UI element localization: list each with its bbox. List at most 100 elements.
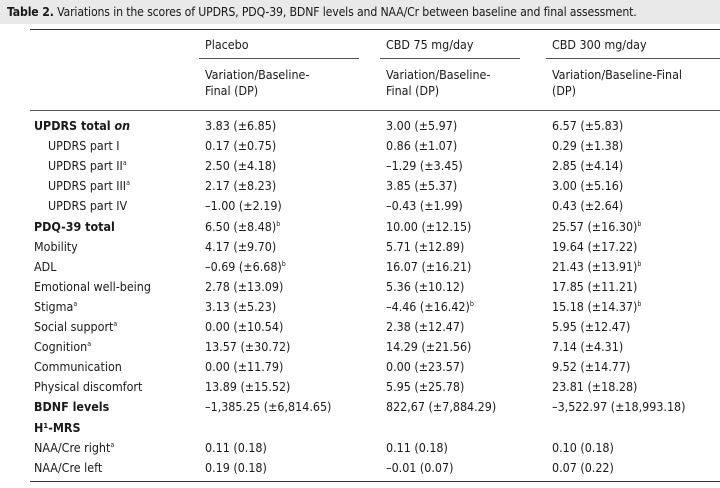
table-cell: 5.95 (±12.47): [552, 319, 631, 334]
table-cell: –0.69 (±6.68)b: [205, 258, 286, 274]
table-row: UPDRS total on 3.83 (±6.85) 3.00 (±5.97) 6.…: [0, 116, 720, 136]
table-row: Cognitiona 13.57 (±30.72) 14.29 (±21.56) 7.…: [0, 337, 720, 357]
table-cell: 2.78 (±13.09): [205, 278, 284, 294]
table-cell: 2.38 (±12.47): [386, 319, 465, 334]
table-number: Table 2.: [7, 5, 54, 19]
column-group-cbd300: CBD 300 mg/day: [552, 37, 647, 52]
column-subheader-placebo: Variation/Baseline- Final (DP): [205, 67, 310, 98]
column-subheader-cbd300: Variation/Baseline-Final (DP): [552, 67, 683, 98]
table-row: BDNF levels –1,385.25 (±6,814.65) 822,67 (…: [0, 397, 720, 417]
row-label: Physical discomfort: [34, 379, 143, 395]
table-cell: 3.83 (±6.85): [205, 118, 277, 133]
table-cell: 0.00 (±23.57): [386, 359, 465, 375]
table-row: UPDRS part IIIa 2.17 (±8.23) 3.85 (±5.37) 3…: [0, 176, 720, 196]
table-cell: 13.57 (±30.72): [205, 339, 291, 355]
footnote-marker: a: [110, 440, 115, 449]
table-cell: 5.95 (±25.78): [386, 379, 465, 395]
table-cell: 14.29 (±21.56): [386, 339, 472, 355]
row-label: Mobility: [34, 238, 78, 254]
row-label: BDNF levels: [34, 399, 110, 415]
table-cell: 6.57 (±5.83): [552, 118, 624, 133]
table-cell: 5.71 (±12.89): [386, 238, 465, 254]
footnote-marker: b: [637, 299, 642, 308]
table-cell: 0.17 (±0.75): [205, 138, 277, 154]
table-cell: 822,67 (±7,884.29): [386, 399, 497, 415]
column-group-rule-placebo: [199, 58, 359, 59]
table-bottom-rule: [30, 481, 720, 482]
table-caption: Table 2. Variations in the scores of UPD…: [7, 5, 637, 19]
table-row: ADL –0.69 (±6.68)b 16.07 (±16.21) 21.43 (±1…: [0, 257, 720, 277]
table-cell: –1.00 (±2.19): [205, 198, 282, 214]
table-cell: 19.64 (±17.22): [552, 238, 638, 254]
row-label: Stigmaa: [34, 298, 78, 314]
column-group-placebo: Placebo: [205, 37, 249, 52]
footnote-marker: b: [637, 219, 642, 228]
table-cell: 2.50 (±4.18): [205, 158, 277, 174]
table-row: Physical discomfort 13.89 (±15.52) 5.95 (±…: [0, 377, 720, 397]
table-cell: 15.18 (±14.37)b: [552, 298, 642, 314]
row-label: UPDRS part I: [48, 138, 120, 154]
footnote-marker: a: [87, 340, 92, 349]
row-label: Communication: [34, 359, 122, 375]
table-cell: 21.43 (±13.91)b: [552, 258, 642, 274]
table-cell: 10.00 (±12.15): [386, 218, 472, 234]
column-group-rule-cbd300: [546, 58, 720, 59]
table-row: H¹-MRS: [0, 418, 720, 438]
row-label: PDQ-39 total: [34, 218, 115, 234]
table-cell: 16.07 (±16.21): [386, 258, 472, 274]
table-cell: 25.57 (±16.30)b: [552, 218, 642, 234]
table-row: NAA/Cre left 0.19 (0.18) –0.01 (0.07) 0.07 …: [0, 458, 720, 478]
table-top-rule: [30, 29, 720, 30]
table-cell: 2.17 (±8.23): [205, 178, 277, 194]
footnote-marker: a: [73, 299, 78, 308]
table-cell: 0.29 (±1.38): [552, 138, 624, 154]
table-caption-bar: [0, 0, 720, 24]
table-cell: 17.85 (±11.21): [552, 278, 638, 294]
row-label: UPDRS part IIa: [48, 158, 127, 174]
row-label: Social supporta: [34, 319, 118, 334]
table-caption-text: Variations in the scores of UPDRS, PDQ-3…: [57, 5, 637, 19]
table-cell: 3.13 (±5.23): [205, 298, 277, 314]
row-label: Emotional well-being: [34, 278, 151, 294]
table-cell: –1.29 (±3.45): [386, 158, 463, 174]
table-row: Communication 0.00 (±11.79) 0.00 (±23.57) 9…: [0, 357, 720, 377]
row-label: Cognitiona: [34, 339, 92, 355]
table-cell: 4.17 (±9.70): [205, 238, 277, 254]
table-cell: 0.07 (0.22): [552, 459, 614, 475]
column-group-rule-cbd75: [380, 58, 520, 59]
row-label: NAA/Cre left: [34, 459, 103, 475]
column-subheader-cbd75: Variation/Baseline- Final (DP): [386, 67, 491, 98]
table-cell: 3.00 (±5.16): [552, 178, 624, 194]
table-cell: –0.43 (±1.99): [386, 198, 463, 214]
footnote-marker: a: [126, 179, 130, 188]
footnote-marker: b: [469, 299, 474, 308]
table-cell: –0.01 (0.07): [386, 459, 454, 475]
table-header-rule: [30, 110, 720, 111]
table-row: Emotional well-being 2.78 (±13.09) 5.36 (±…: [0, 277, 720, 297]
table-cell: 0.19 (0.18): [205, 459, 267, 475]
table-row: UPDRS part IIa 2.50 (±4.18) –1.29 (±3.45) 2…: [0, 156, 720, 176]
table-row: NAA/Cre righta 0.11 (0.18) 0.11 (0.18) 0.10…: [0, 438, 720, 458]
table-cell: –3,522.97 (±18,993.18): [552, 399, 686, 415]
table-cell: 0.11 (0.18): [205, 439, 267, 455]
table-row: PDQ-39 total 6.50 (±8.48)b 10.00 (±12.15) 2…: [0, 217, 720, 237]
table-row: Social supporta 0.00 (±10.54) 2.38 (±12.47…: [0, 317, 720, 337]
table-cell: 9.52 (±14.77): [552, 359, 631, 375]
table-row: UPDRS part IV –1.00 (±2.19) –0.43 (±1.99) 0…: [0, 196, 720, 216]
table-cell: 3.85 (±5.37): [386, 178, 458, 194]
table-cell: 7.14 (±4.31): [552, 339, 624, 355]
row-label: ADL: [34, 258, 57, 274]
footnote-marker: a: [122, 159, 127, 168]
row-label: UPDRS part IV: [48, 198, 128, 214]
table-cell: 5.36 (±10.12): [386, 278, 465, 294]
row-label: UPDRS part IIIa: [48, 178, 130, 194]
row-label: UPDRS total on: [34, 118, 131, 133]
table-cell: 0.00 (±10.54): [205, 319, 284, 334]
footnote-marker: b: [276, 219, 281, 228]
table-cell: –4.46 (±16.42)b: [386, 298, 474, 314]
footnote-marker: b: [637, 259, 642, 268]
table-cell: –1,385.25 (±6,814.65): [205, 399, 332, 415]
footnote-marker: a: [113, 320, 118, 328]
table-cell: 23.81 (±18.28): [552, 379, 638, 395]
table-cell: 0.86 (±1.07): [386, 138, 458, 154]
